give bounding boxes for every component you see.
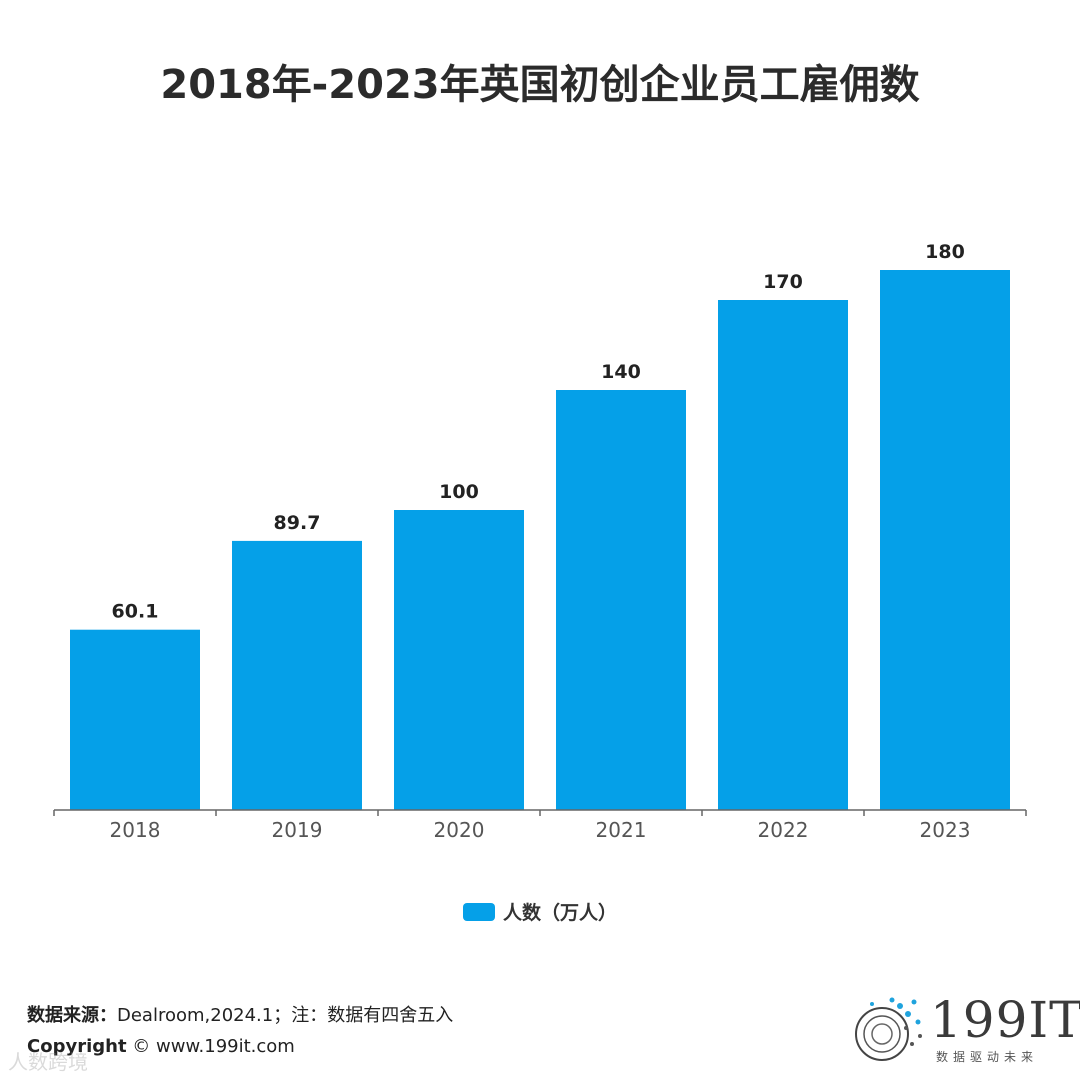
logo-text: 199IT [930,991,1080,1049]
data-label-2020: 100 [439,481,479,503]
legend-label: 人数（万人） [502,902,617,924]
legend-swatch [462,902,495,921]
data-label-2023: 180 [925,241,965,263]
copyright-label: Copyright [27,1036,127,1057]
copyright-text: © www.199it.com [132,1036,295,1057]
logo-subtitle: 数据驱动未来 [936,1050,1039,1064]
bar-2023 [880,270,1010,810]
watermark: 人数跨境 [8,1050,88,1074]
bar-2018 [70,629,200,810]
bar-2022 [718,300,848,810]
brand-logo: 199IT 数据驱动未来 [848,992,1080,1064]
x-tick-label-2018: 2018 [110,818,161,842]
source-note: 数据来源：Dealroom,2024.1；注：数据有四舍五入 [27,1001,453,1027]
data-labels-group: 60.1 89.7 100 140 170 180 [112,241,965,623]
data-label-2022: 170 [763,271,803,293]
bars-group [70,270,1010,810]
x-axis: 2018 2019 2020 2021 2022 2023 [53,809,1027,842]
legend: 人数（万人） [0,898,1080,925]
bar-chart: 60.1 89.7 100 140 170 180 2018 2019 2020 2021 202… [53,241,1027,842]
data-label-2018: 60.1 [112,601,159,623]
chart-title: 2018年-2023年英国初创企业员工雇佣数 [160,62,920,108]
bar-2019 [232,540,362,810]
bar-2021 [556,390,686,810]
x-tick-label-2022: 2022 [758,818,809,842]
data-label-2021: 140 [601,361,641,383]
logo-dots-icon [855,997,922,1061]
x-tick-label-2020: 2020 [434,818,485,842]
data-label-2019: 89.7 [274,512,321,534]
x-tick-label-2019: 2019 [272,818,323,842]
source-label: 数据来源： [27,1005,117,1026]
x-tick-label-2021: 2021 [596,818,647,842]
bar-2020 [394,510,524,810]
x-tick-label-2023: 2023 [920,818,971,842]
copyright-note: Copyright © www.199it.com [27,1036,295,1057]
source-text: Dealroom,2024.1；注：数据有四舍五入 [117,1005,454,1026]
